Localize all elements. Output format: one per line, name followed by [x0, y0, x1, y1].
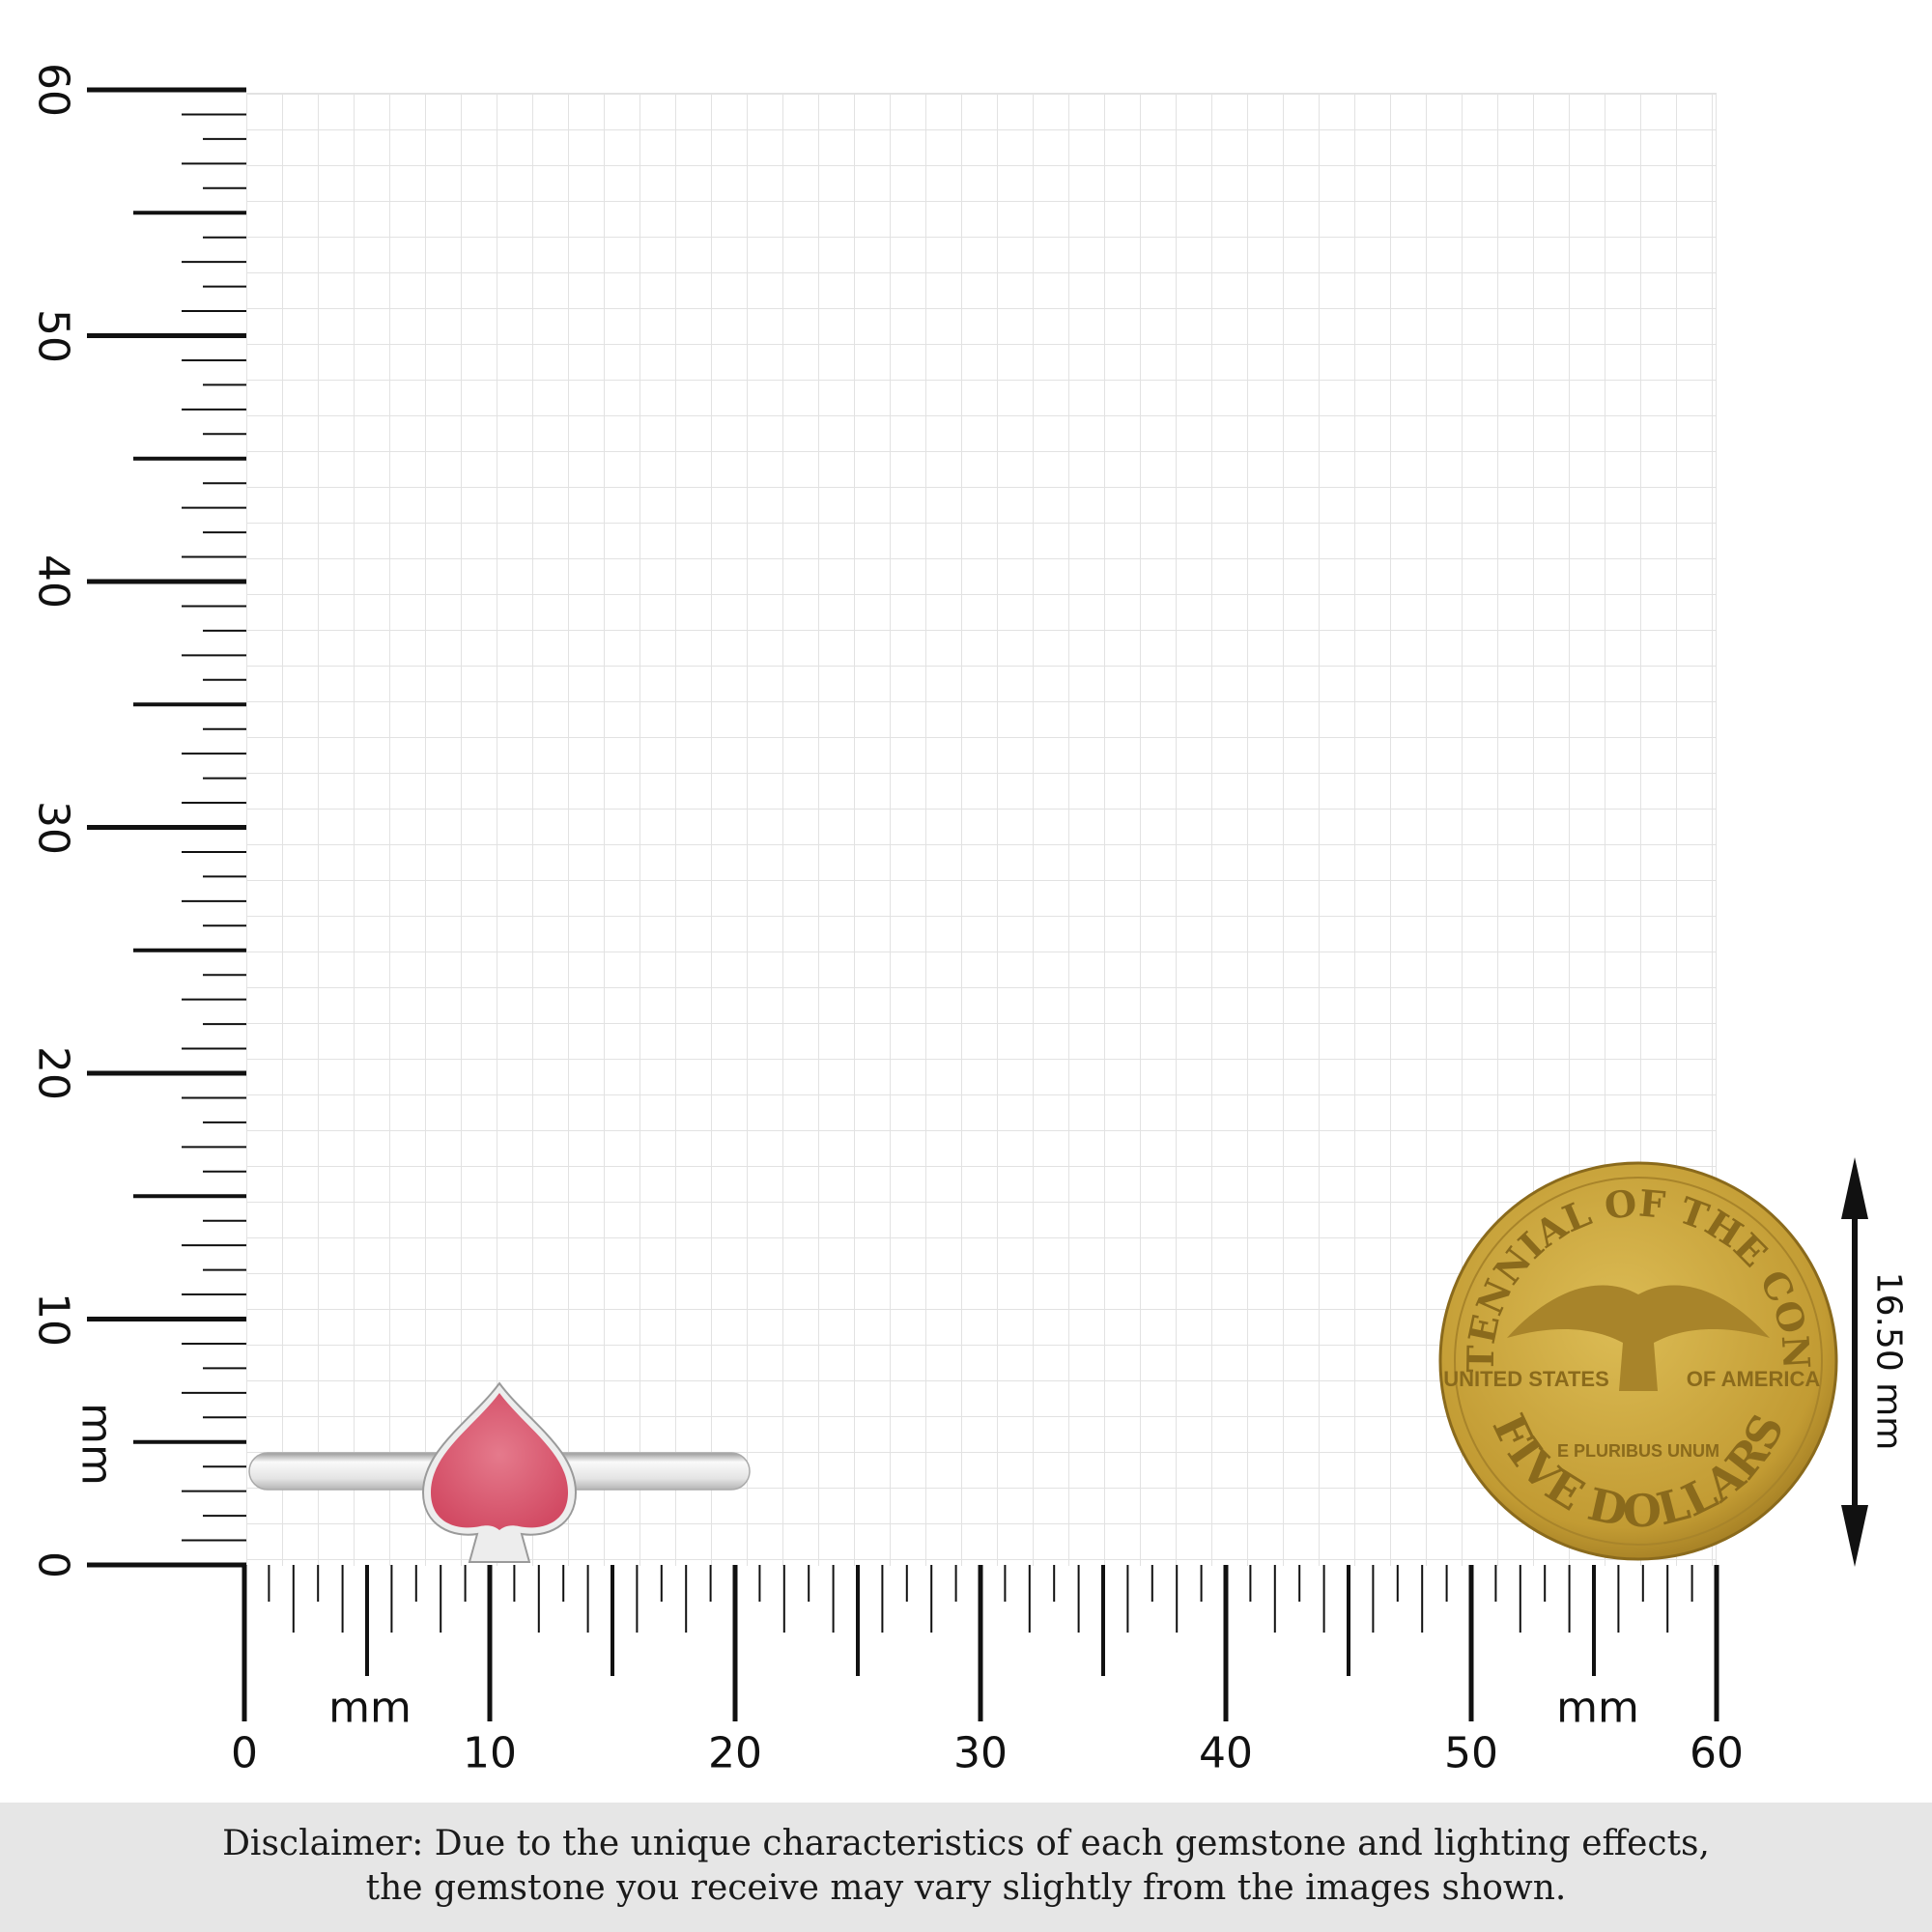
horizontal-ruler-label: 60 — [1690, 1728, 1744, 1778]
horizontal-ruler-label: 40 — [1199, 1728, 1253, 1778]
vertical-ruler-label: 20 — [28, 1046, 78, 1100]
horizontal-ruler-label: 20 — [708, 1728, 762, 1778]
dimension-arrow — [1841, 1157, 1868, 1567]
horizontal-ruler-label: 10 — [463, 1728, 517, 1778]
coin-left-text: UNITED STATES — [1443, 1367, 1609, 1391]
gemstone — [431, 1393, 568, 1530]
vertical-ruler-label: 30 — [28, 800, 78, 855]
coin-top-text: BICENTENNIAL OF THE CONGRESS — [0, 0, 1819, 1373]
horizontal-ruler-label: 30 — [953, 1728, 1008, 1778]
disclaimer-banner: Disclaimer: Due to the unique characteri… — [0, 1803, 1932, 1932]
disclaimer-line-1: Disclaimer: Due to the unique characteri… — [222, 1824, 1710, 1863]
vertical-ruler-label: 0 — [28, 1551, 78, 1578]
coin-dimension-label: 16.50 mm — [1868, 1271, 1909, 1451]
vertical-ruler-label: 40 — [28, 554, 78, 609]
horizontal-unit-label-left: mm — [328, 1683, 412, 1733]
vertical-ruler-label: 60 — [28, 63, 78, 117]
vertical-unit-label: mm — [71, 1403, 122, 1486]
horizontal-unit-label-right: mm — [1556, 1683, 1639, 1733]
vertical-ruler-label: 10 — [28, 1292, 78, 1347]
vertical-ruler-label: 50 — [28, 308, 78, 363]
horizontal-ruler-label: 50 — [1444, 1728, 1498, 1778]
coin-motto: E PLURIBUS UNUM — [1557, 1441, 1719, 1461]
coin: BICENTENNIAL OF THE CONGRESS FIVE DOLLAR… — [0, 0, 1838, 1561]
eagle-icon — [1507, 1285, 1770, 1391]
disclaimer-line-2: the gemstone you receive may vary slight… — [365, 1868, 1567, 1908]
coin-right-text: OF AMERICA — [1687, 1367, 1821, 1391]
horizontal-ruler-label: 0 — [231, 1728, 258, 1778]
svg-text:BICENTENNIAL OF THE CONGRESS: BICENTENNIAL OF THE CONGRESS — [0, 0, 1819, 1373]
